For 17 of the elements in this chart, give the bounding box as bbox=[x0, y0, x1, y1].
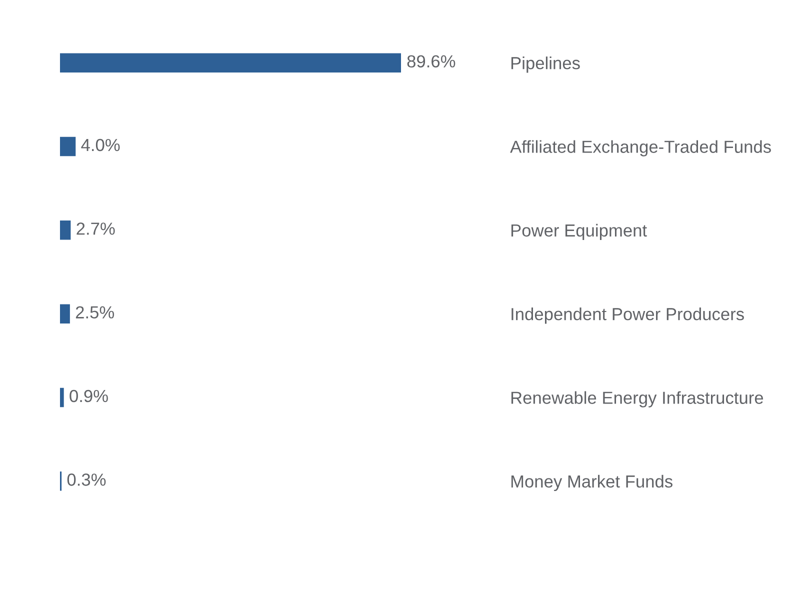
y-tick-label: Power Equipment bbox=[511, 224, 647, 240]
bar bbox=[60, 136, 76, 156]
y-tick-label: Renewable Energy Infrastructure bbox=[511, 391, 764, 408]
bar bbox=[60, 304, 70, 324]
y-tick-label: Money Market Funds bbox=[511, 474, 672, 492]
data-label: 2.7% bbox=[76, 222, 115, 235]
data-label: 89.6% bbox=[407, 55, 456, 68]
y-tick-label: Independent Power Producers bbox=[512, 308, 744, 324]
bar bbox=[60, 388, 64, 408]
data-label: 2.5% bbox=[76, 306, 114, 318]
bar bbox=[60, 53, 401, 72]
data-label: 4.0% bbox=[81, 138, 120, 152]
data-label: 0.9% bbox=[70, 390, 108, 402]
y-tick-label: Pipelines bbox=[511, 56, 580, 73]
data-label: 0.3% bbox=[67, 474, 106, 486]
y-tick-label: Affiliated Exchange-Traded Funds bbox=[510, 140, 771, 156]
bar bbox=[60, 220, 71, 240]
